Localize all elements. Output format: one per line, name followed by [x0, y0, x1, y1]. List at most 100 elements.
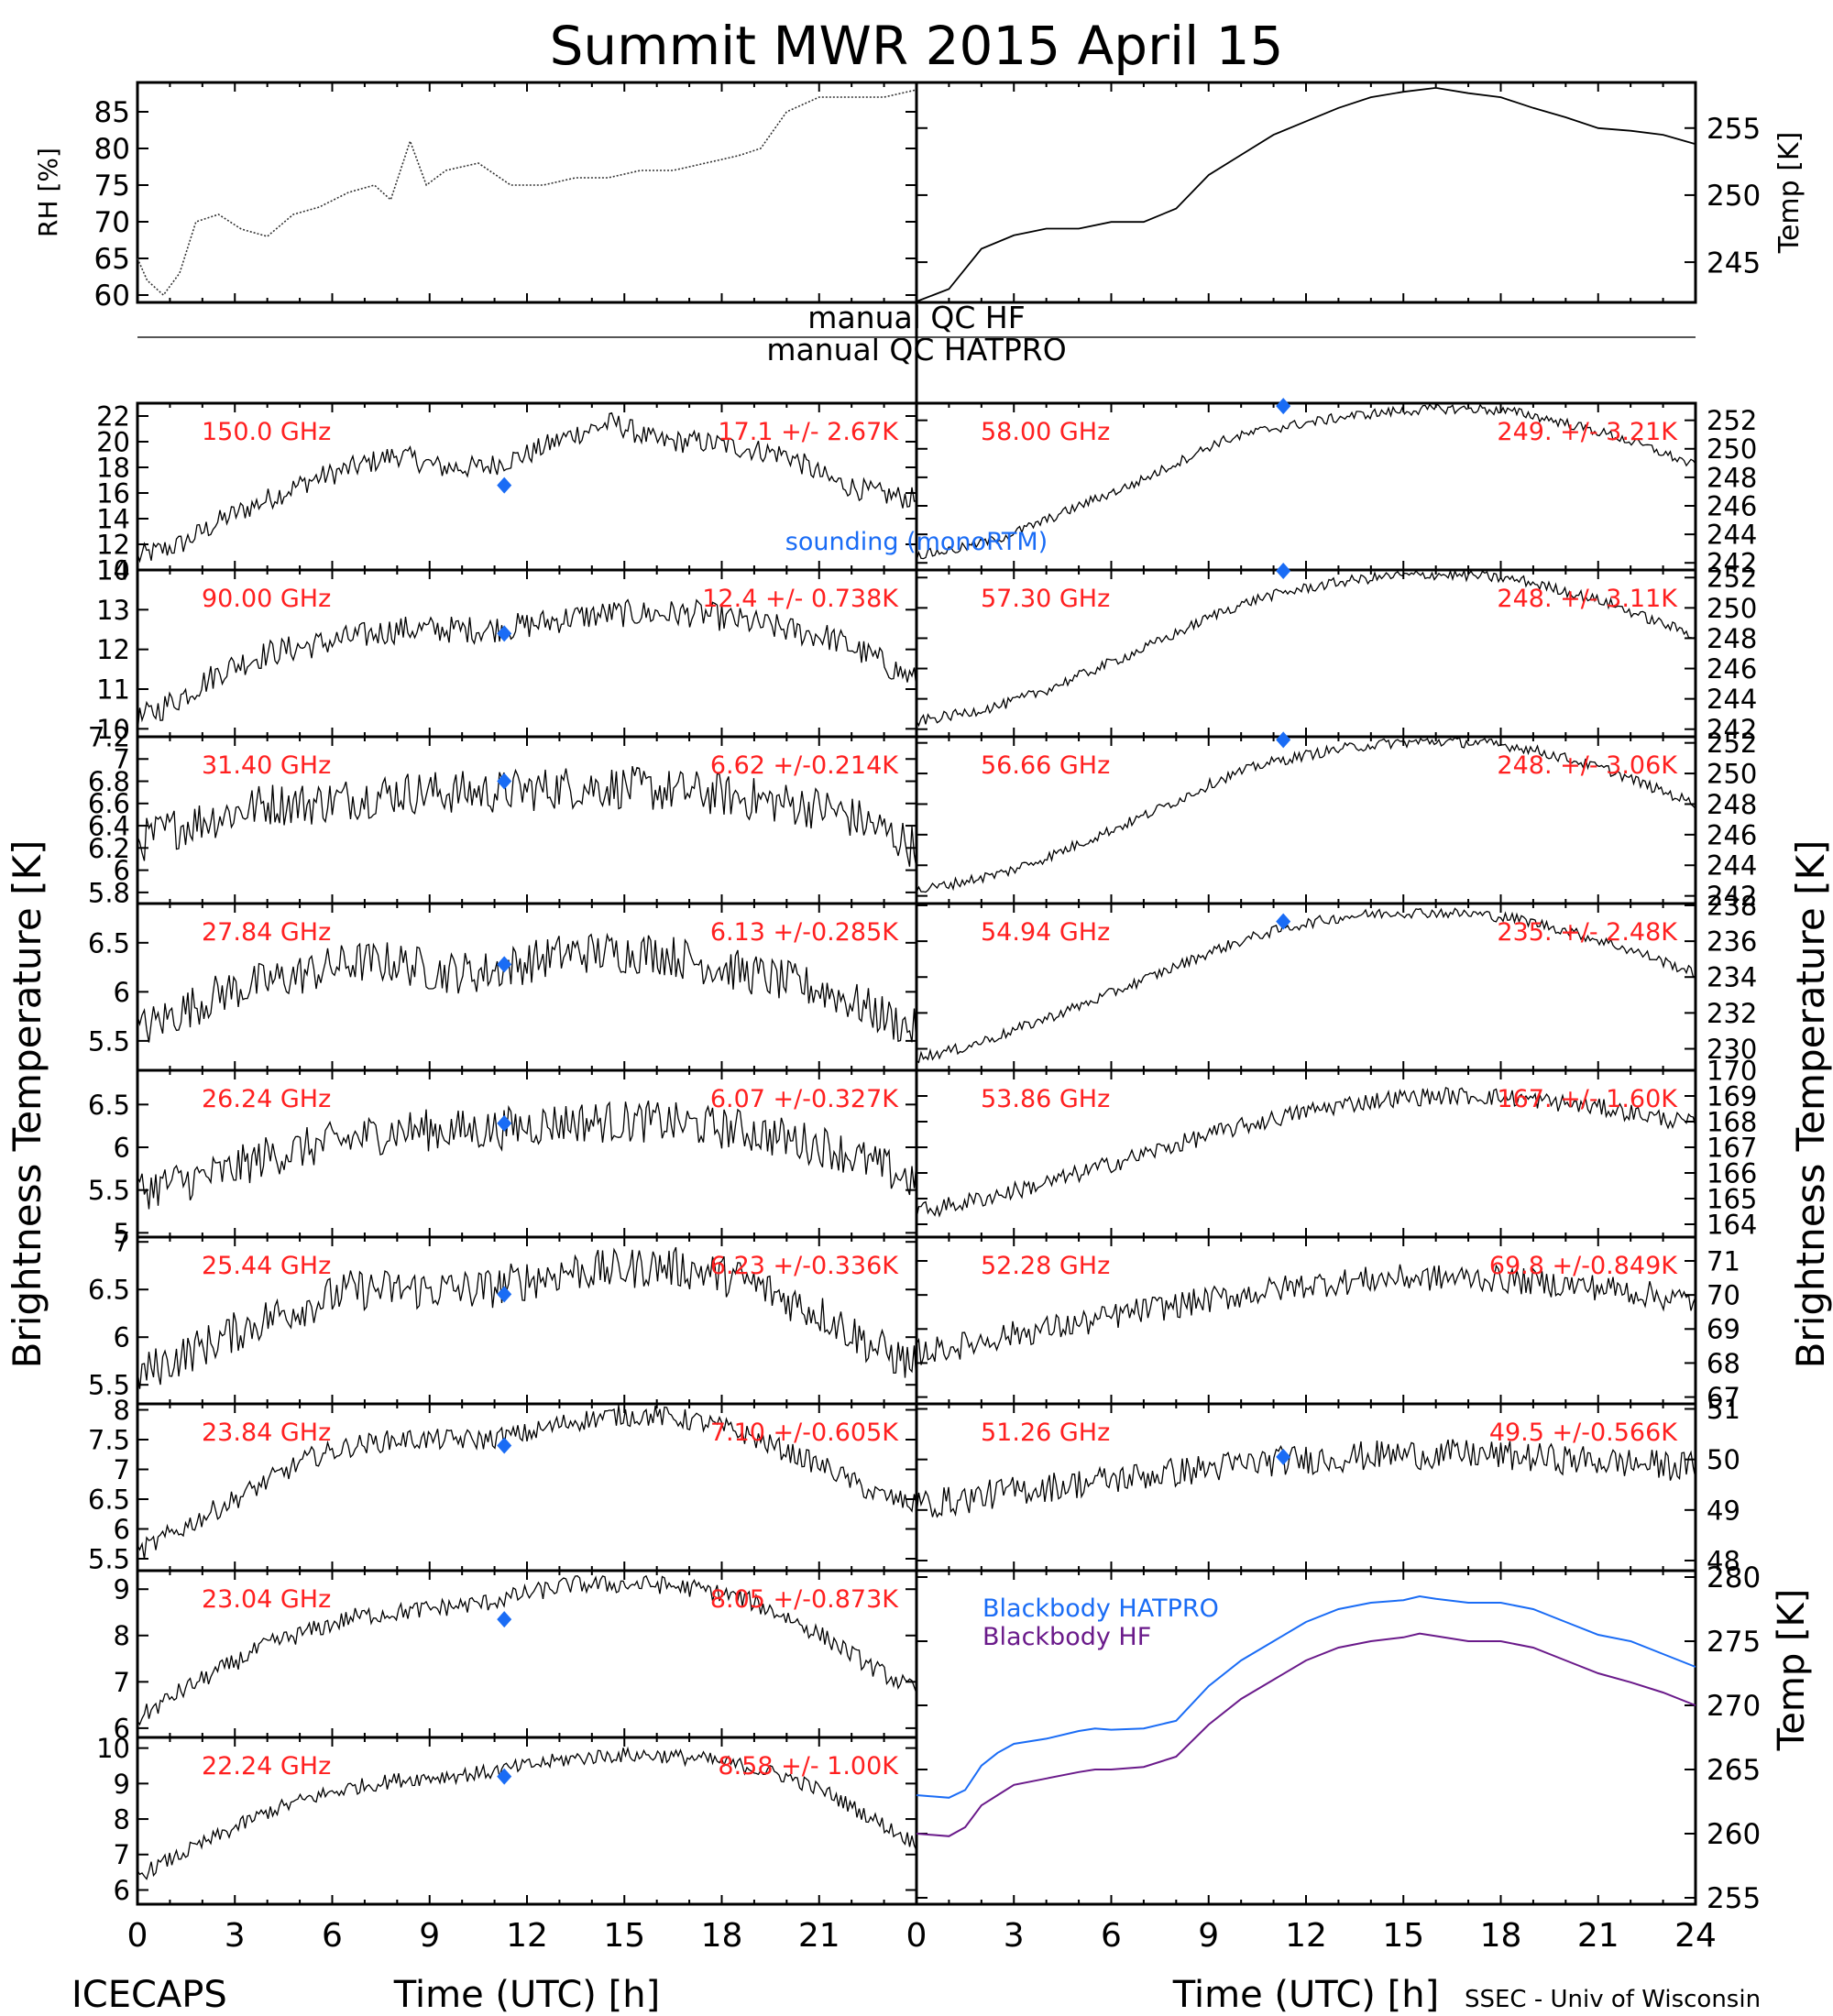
y-tick-label: 22 — [96, 400, 130, 432]
channel-stats-label: 17.1 +/- 2.67K — [718, 418, 899, 446]
y-tick-label: 6 — [114, 855, 130, 886]
y-tick-label: 5.5 — [88, 1175, 130, 1206]
y-tick-label: 238 — [1707, 890, 1757, 921]
xlabel-left: Time (UTC) [h] — [393, 1974, 660, 2016]
y-tick-label: 10 — [96, 714, 130, 745]
y-tick-label: 280 — [1707, 1561, 1761, 1594]
x-tick-label: 3 — [1004, 1917, 1025, 1955]
y-tick-label: 16 — [96, 477, 130, 509]
y-tick-label: 6 — [114, 977, 130, 1008]
channel-trace — [137, 598, 917, 734]
y-tick-label: 75 — [94, 170, 130, 203]
y-tick-label: 8 — [114, 1620, 130, 1651]
x-tick-label: 12 — [506, 1917, 548, 1955]
y-tick-label: 5 — [114, 1218, 130, 1249]
channel-trace — [137, 1574, 917, 1726]
y-tick-label: 6 — [114, 1322, 130, 1353]
y-tick-label: 169 — [1707, 1080, 1757, 1112]
y-tick-label: 6.5 — [88, 927, 130, 959]
channel-frequency-label: 150.0 GHz — [202, 418, 331, 446]
y-tick-label: 167 — [1707, 1132, 1757, 1163]
channel-trace — [916, 907, 1696, 1064]
y-tick-label: 6.5 — [88, 1484, 130, 1515]
channel-frequency-label: 90.00 GHz — [202, 585, 331, 613]
channel-frequency-label: 57.30 GHz — [981, 585, 1110, 613]
y-tick-label: 11 — [96, 674, 130, 705]
y-tick-label: 6.4 — [88, 811, 130, 842]
y-tick-label: 7 — [114, 1839, 130, 1870]
x-tick-label: 3 — [225, 1917, 246, 1955]
y-tick-label: 248 — [1707, 789, 1757, 820]
channel-frequency-label: 51.26 GHz — [981, 1419, 1110, 1447]
y-tick-label: 260 — [1707, 1818, 1761, 1851]
blackbody-legend-label: Blackbody HF — [982, 1623, 1151, 1651]
x-tick-label: 12 — [1285, 1917, 1327, 1955]
channel-trace — [137, 1405, 917, 1560]
y-tick-label: 6 — [114, 1713, 130, 1744]
blackbody-legend-label: Blackbody HATPRO — [982, 1594, 1219, 1623]
y-tick-label: 12 — [96, 529, 130, 560]
channel-trace — [137, 765, 917, 870]
y-tick-label: 7.2 — [88, 721, 130, 752]
channel-frequency-label: 54.94 GHz — [981, 918, 1110, 947]
y-tick-label: 50 — [1707, 1444, 1740, 1475]
y-tick-label: 244 — [1707, 850, 1757, 882]
y-tick-label: 67 — [1707, 1382, 1740, 1413]
channel-stats-label: 6.07 +/-0.327K — [710, 1085, 899, 1113]
y-tick-label: 255 — [1707, 1882, 1761, 1915]
channel-stats-label: 248. +/- 3.11K — [1497, 585, 1678, 613]
channel-stats-label: 167. +/- 1.60K — [1497, 1085, 1678, 1113]
y-tick-label: 7 — [114, 1227, 130, 1258]
channel-frequency-label: 22.24 GHz — [202, 1752, 331, 1780]
y-tick-label: 270 — [1707, 1690, 1761, 1723]
y-tick-label: 6.5 — [88, 1275, 130, 1306]
y-tick-label: 69 — [1707, 1314, 1740, 1345]
y-tick-label: 49 — [1707, 1495, 1740, 1526]
channel-trace — [137, 411, 917, 564]
y-tick-label: 236 — [1707, 926, 1757, 958]
y-tick-label: 246 — [1707, 490, 1757, 521]
tb-axis-label-left: Brightness Temperature [K] — [5, 840, 49, 1369]
channel-trace — [916, 403, 1696, 561]
channel-stats-label: 6.23 +/-0.336K — [710, 1252, 899, 1280]
sounding-marker — [1276, 731, 1291, 749]
y-tick-label: 168 — [1707, 1106, 1757, 1137]
y-tick-label: 265 — [1707, 1754, 1761, 1787]
y-tick-label: 252 — [1707, 728, 1757, 759]
y-tick-label: 9 — [114, 1769, 130, 1800]
y-tick-label: 12 — [96, 634, 130, 665]
x-tick-label: 9 — [1198, 1917, 1219, 1955]
y-tick-label: 60 — [94, 279, 130, 312]
y-tick-label: 70 — [94, 206, 130, 239]
y-tick-label: 65 — [94, 243, 130, 276]
y-tick-label: 5.5 — [88, 1025, 130, 1057]
y-tick-label: 6.5 — [88, 1090, 130, 1121]
y-tick-label: 6 — [114, 1132, 130, 1163]
xlabel-right: Time (UTC) [h] — [1172, 1974, 1439, 2016]
x-tick-label: 15 — [603, 1917, 645, 1955]
channel-trace — [137, 1101, 917, 1210]
y-tick-label: 6.8 — [88, 766, 130, 797]
y-tick-label: 13 — [96, 595, 130, 626]
channel-frequency-label: 25.44 GHz — [202, 1252, 331, 1280]
channel-stats-label: 69.8 +/-0.849K — [1489, 1252, 1678, 1280]
channel-stats-label: 249. +/- 3.21K — [1497, 418, 1678, 446]
y-tick-label: 80 — [94, 133, 130, 166]
y-tick-label: 246 — [1707, 653, 1757, 685]
channel-trace — [916, 568, 1696, 728]
sounding-marker — [1276, 1448, 1291, 1465]
sounding-marker — [1276, 913, 1291, 930]
y-tick-label: 5.5 — [88, 1543, 130, 1574]
y-tick-label: 250 — [1707, 593, 1757, 624]
y-tick-label: 5.8 — [88, 877, 130, 908]
y-tick-label: 245 — [1707, 247, 1761, 279]
y-tick-label: 48 — [1707, 1545, 1740, 1576]
x-tick-label: 24 — [1674, 1917, 1717, 1955]
channel-stats-label: 248. +/- 3.06K — [1497, 751, 1678, 780]
y-tick-label: 246 — [1707, 819, 1757, 850]
y-tick-label: 10 — [96, 1733, 130, 1764]
sounding-legend: sounding (monoRTM) — [785, 528, 1048, 556]
y-tick-label: 68 — [1707, 1348, 1740, 1379]
y-tick-label: 275 — [1707, 1626, 1761, 1659]
y-tick-label: 244 — [1707, 520, 1757, 551]
